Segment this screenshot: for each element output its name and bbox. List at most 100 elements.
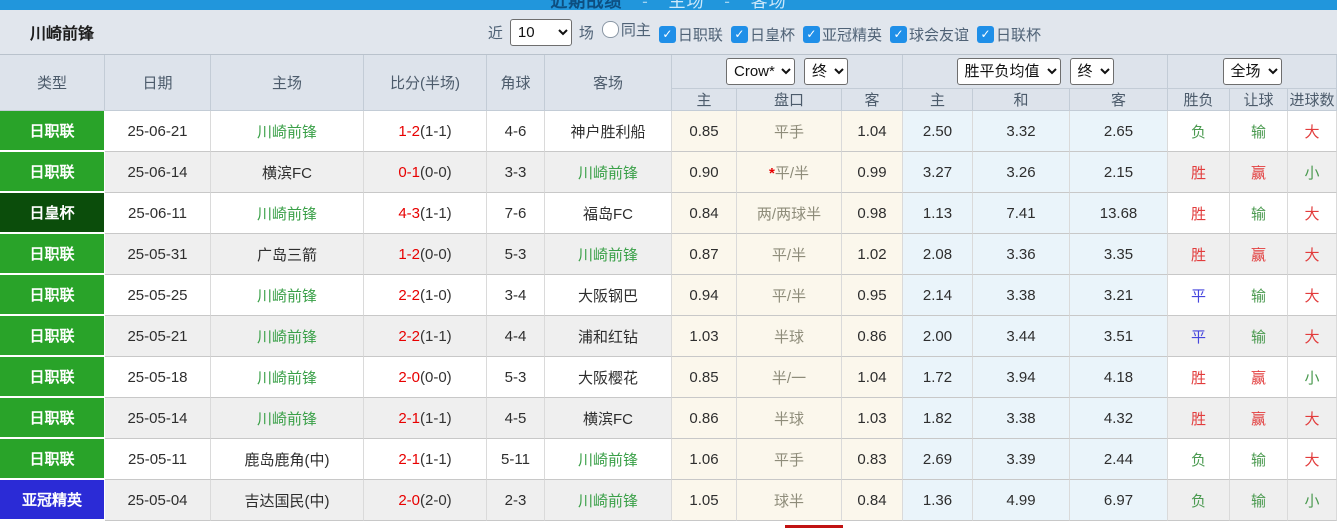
ah-line: 两/两球半 (737, 193, 842, 234)
col-header-score: 比分(半场) (364, 55, 487, 111)
col-header-ah-home: 主 (672, 89, 737, 111)
match-date: 25-05-31 (105, 234, 211, 275)
goals-result-cell: 大 (1288, 111, 1337, 152)
league-filter-item[interactable]: ✓ 球会友谊 (889, 24, 969, 45)
score-fulltime: 1-2 (398, 245, 420, 263)
corner-count: 3-4 (487, 275, 545, 316)
eu-draw-odds: 3.26 (973, 152, 1070, 193)
tab-away-matches[interactable]: 客场 (750, 0, 787, 10)
league-filter-item[interactable]: ✓ 日联杯 (976, 24, 1041, 45)
ah-home-odds: 1.05 (672, 480, 737, 521)
result-cell: 平 (1168, 275, 1231, 316)
home-team: 川崎前锋 (211, 111, 364, 152)
eu-away-odds: 2.44 (1070, 439, 1169, 480)
goals-result-cell: 小 (1288, 152, 1337, 193)
match-date: 25-05-14 (105, 398, 211, 439)
checkbox-icon[interactable]: ✓ (802, 25, 820, 43)
checkbox-label: 日皇杯 (749, 26, 795, 44)
top-nav-tabs: 近期战绩 - 主场 - 客场 (0, 0, 1337, 10)
league-filter-item[interactable]: ✓ 日职联 (658, 24, 723, 45)
odds-time-select[interactable]: 终 (1069, 58, 1114, 85)
handicap-result-cell: 赢 (1230, 152, 1289, 193)
col-header-away: 客场 (545, 55, 672, 111)
tab-recent-results[interactable]: 近期战绩 (550, 0, 623, 10)
ah-line-text: 平/半 (771, 287, 807, 305)
league-filter-item[interactable]: ✓ 亚冠精英 (802, 24, 882, 45)
eu-draw-odds: 3.38 (973, 398, 1070, 439)
col-header-ah-line: 盘口 (737, 89, 842, 111)
col-header-goals-result: 进球数 (1288, 89, 1337, 111)
score-cell: 2-0(0-0) (364, 357, 487, 398)
checkbox-icon[interactable] (601, 21, 619, 39)
eu-draw-odds: 3.32 (973, 111, 1070, 152)
match-date: 25-05-11 (105, 439, 211, 480)
tab-home-matches[interactable]: 主场 (668, 0, 705, 10)
checkbox-icon[interactable]: ✓ (730, 25, 748, 43)
handicap-result-cell: 赢 (1230, 357, 1289, 398)
ah-away-odds: 0.98 (842, 193, 903, 234)
eu-draw-odds: 3.39 (973, 439, 1070, 480)
ah-away-odds: 0.83 (842, 439, 903, 480)
scope-select[interactable]: 全场 (1222, 58, 1282, 85)
result-group-header: 全场 (1168, 55, 1337, 89)
result-cell: 负 (1168, 111, 1231, 152)
checkbox-icon[interactable]: ✓ (976, 25, 994, 43)
checkbox-icon[interactable]: ✓ (889, 25, 907, 43)
checkbox-label: 球会友谊 (908, 26, 969, 44)
ah-home-odds: 0.85 (672, 111, 737, 152)
table-row: 日职联 25-05-18 川崎前锋 2-0(0-0) 5-3 大阪樱花 0.85… (0, 357, 1337, 398)
checkbox-icon[interactable]: ✓ (658, 25, 676, 43)
table-row: 日职联 25-06-14 横滨FC 0-1(0-0) 3-3 川崎前锋 0.90… (0, 152, 1337, 193)
score-halftime: (1-1) (420, 327, 452, 345)
tab-separator: - (724, 0, 731, 10)
league-filter-item[interactable]: ✓ 日皇杯 (730, 24, 795, 45)
score-cell: 2-1(1-1) (364, 439, 487, 480)
league-filter-item[interactable]: 同主 (601, 19, 651, 40)
match-date: 25-05-21 (105, 316, 211, 357)
match-count-select[interactable]: 10 (509, 18, 572, 46)
corner-count: 5-11 (487, 439, 545, 480)
match-type-badge: 日职联 (0, 111, 105, 152)
score-fulltime: 2-2 (398, 327, 420, 345)
handicap-result-cell: 输 (1230, 316, 1289, 357)
league-filter-group: 同主 ✓ 日职联 ✓ 日皇杯 ✓ 亚冠精英 ✓ 球会友谊 ✓ 日联杯 (594, 19, 1041, 45)
eu-home-odds: 2.50 (903, 111, 973, 152)
ah-line: 半/一 (737, 357, 842, 398)
score-cell: 2-2(1-1) (364, 316, 487, 357)
handicap-group-header: Crow* 终 (672, 55, 903, 89)
eu-away-odds: 2.65 (1070, 111, 1169, 152)
odds-company-select[interactable]: Crow* (726, 58, 795, 85)
ah-home-odds: 1.03 (672, 316, 737, 357)
ah-away-odds: 1.02 (842, 234, 903, 275)
avg-odds-select[interactable]: 胜平负均值 (956, 58, 1061, 85)
red-underline (785, 525, 843, 528)
eu-draw-odds: 3.94 (973, 357, 1070, 398)
ah-home-odds: 0.84 (672, 193, 737, 234)
ah-line: 平/半 (737, 234, 842, 275)
home-team: 鹿岛鹿角(中) (211, 439, 364, 480)
eu-home-odds: 2.69 (903, 439, 973, 480)
match-type-badge: 日职联 (0, 316, 105, 357)
handicap-time-select[interactable]: 终 (804, 58, 848, 85)
handicap-result-cell: 赢 (1230, 234, 1289, 275)
eu-draw-odds: 3.38 (973, 275, 1070, 316)
match-date: 25-05-04 (105, 480, 211, 521)
corner-count: 4-5 (487, 398, 545, 439)
handicap-result-cell: 输 (1230, 480, 1289, 521)
away-team: 浦和红钻 (545, 316, 672, 357)
goals-result-cell: 大 (1288, 234, 1337, 275)
score-cell: 1-2(0-0) (364, 234, 487, 275)
score-halftime: (0-0) (420, 163, 452, 181)
result-cell: 胜 (1168, 152, 1231, 193)
col-header-home: 主场 (211, 55, 364, 111)
eu-home-odds: 3.27 (903, 152, 973, 193)
match-date: 25-06-14 (105, 152, 211, 193)
score-halftime: (0-0) (420, 368, 452, 386)
match-type-badge: 日职联 (0, 398, 105, 439)
match-date: 25-05-25 (105, 275, 211, 316)
corner-count: 5-3 (487, 357, 545, 398)
home-team: 横滨FC (211, 152, 364, 193)
corner-count: 3-3 (487, 152, 545, 193)
away-team: 大阪钢巴 (545, 275, 672, 316)
col-header-handicap-result: 让球 (1230, 89, 1289, 111)
